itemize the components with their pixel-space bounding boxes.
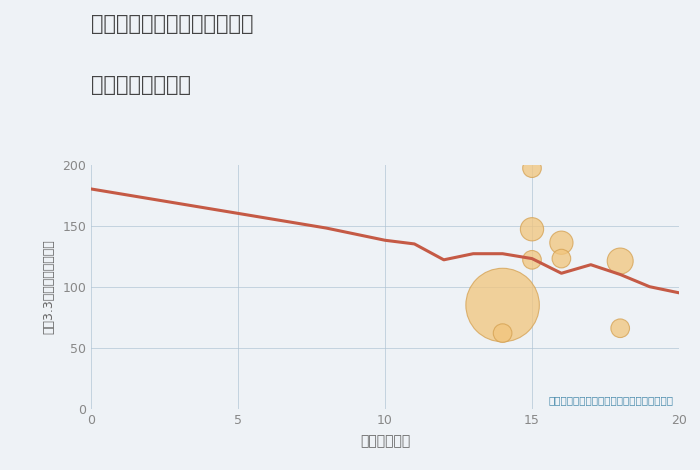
Point xyxy=(556,239,567,246)
X-axis label: 駅距離（分）: 駅距離（分） xyxy=(360,434,410,448)
Point xyxy=(497,329,508,337)
Point xyxy=(615,324,626,332)
Text: 駅距離別土地価格: 駅距離別土地価格 xyxy=(91,75,191,95)
Point xyxy=(556,255,567,262)
Text: 兵庫県神戸市中央区中島通の: 兵庫県神戸市中央区中島通の xyxy=(91,14,253,34)
Point xyxy=(526,256,538,264)
Point xyxy=(526,226,538,233)
Y-axis label: 坪（3.3㎡）単価（万円）: 坪（3.3㎡）単価（万円） xyxy=(42,239,55,334)
Text: 円の大きさは、取引のあった物件面積を示す: 円の大きさは、取引のあった物件面積を示す xyxy=(548,395,673,405)
Point xyxy=(615,257,626,265)
Point xyxy=(526,164,538,172)
Point xyxy=(497,301,508,309)
